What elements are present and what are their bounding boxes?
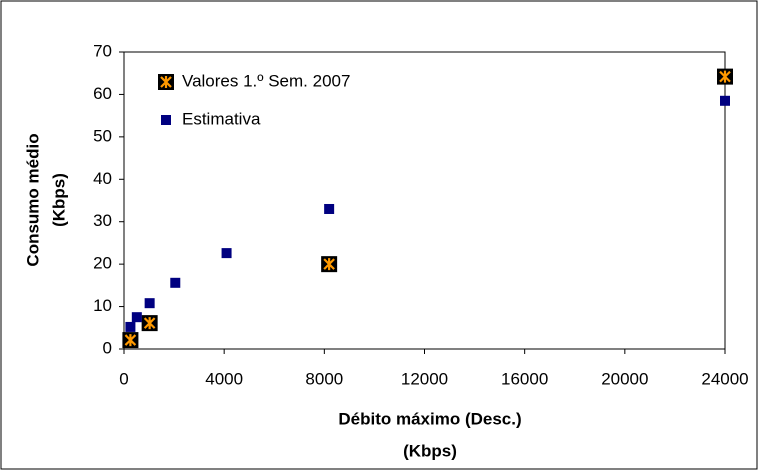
legend-label: Estimativa xyxy=(182,109,261,128)
legend-marker xyxy=(161,115,171,125)
marker xyxy=(717,68,733,85)
y-axis-title: Consumo médio xyxy=(23,133,42,266)
y-tick-label: 10 xyxy=(93,296,112,315)
y-axis-title: (Kbps) xyxy=(49,173,68,227)
x-tick-label: 0 xyxy=(119,369,128,388)
x-tick-label: 12000 xyxy=(401,369,448,388)
x-axis-title: (Kbps) xyxy=(403,441,457,460)
point xyxy=(131,312,142,323)
marker-star xyxy=(160,76,172,88)
point xyxy=(125,321,136,332)
marker-star xyxy=(323,258,335,271)
x-tick-label: 4000 xyxy=(205,369,243,388)
marker-star xyxy=(124,334,137,347)
marker xyxy=(141,315,158,332)
marker-star xyxy=(143,317,156,330)
x-axis-title: Débito máximo (Desc.) xyxy=(338,409,521,428)
legend-label: Valores 1.º Sem. 2007 xyxy=(182,71,350,90)
marker xyxy=(122,332,139,349)
point xyxy=(324,203,335,214)
legend-marker xyxy=(158,74,174,90)
y-tick-label: 20 xyxy=(93,254,112,273)
y-tick-label: 70 xyxy=(93,41,112,60)
y-tick-label: 50 xyxy=(93,126,112,145)
marker xyxy=(321,256,338,273)
y-tick-label: 60 xyxy=(93,84,112,103)
point xyxy=(144,298,155,309)
marker-star xyxy=(719,70,731,83)
x-tick-label: 8000 xyxy=(305,369,343,388)
point xyxy=(720,95,730,106)
point xyxy=(170,277,181,288)
y-tick-label: 30 xyxy=(93,211,112,230)
x-tick-label: 16000 xyxy=(501,369,548,388)
y-tick-label: 0 xyxy=(103,338,112,357)
x-tick-label: 24000 xyxy=(701,369,748,388)
y-tick-label: 40 xyxy=(93,169,112,188)
x-tick-label: 20000 xyxy=(601,369,648,388)
point xyxy=(221,248,232,259)
